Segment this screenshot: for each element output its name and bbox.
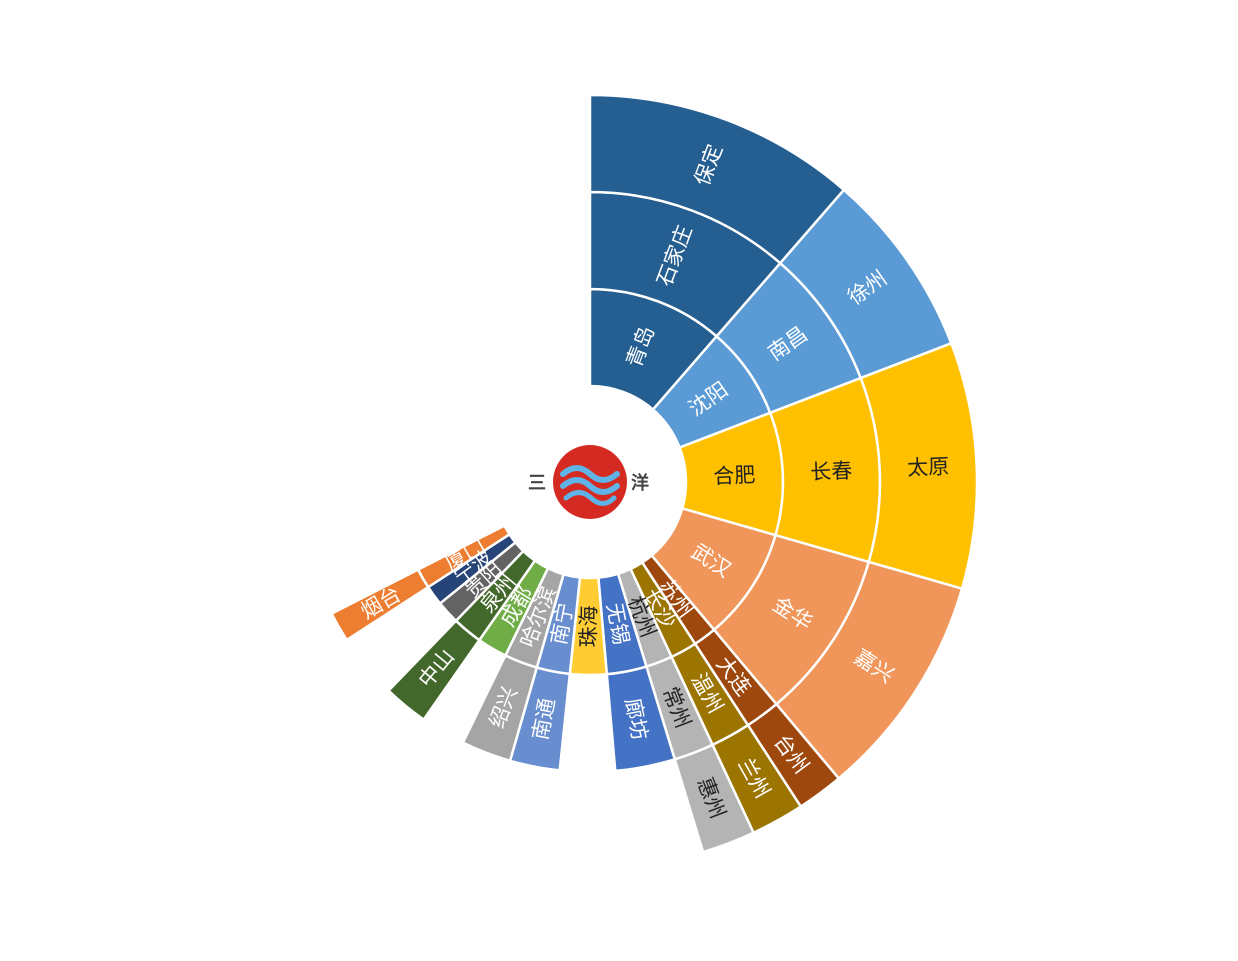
sunburst-slice-7-ring-1	[605, 665, 677, 773]
slice-label-2-ring-1: 长春	[810, 459, 853, 485]
logo-right-char: 洋	[631, 472, 649, 494]
logo-wave-2	[560, 477, 620, 495]
rings-layer	[330, 93, 979, 854]
center-logo: 三 洋	[528, 445, 649, 519]
slice-label-8-ring-0: 珠海	[577, 605, 601, 647]
slice-label-2-ring-2: 太原	[907, 454, 950, 480]
sunburst-slice-15-ring-1	[330, 568, 430, 642]
logo-wave-3	[563, 490, 617, 506]
logo-wave-1	[560, 465, 620, 483]
logo-left-char: 三	[528, 473, 546, 494]
slice-label-2-ring-0: 合肥	[713, 463, 756, 489]
